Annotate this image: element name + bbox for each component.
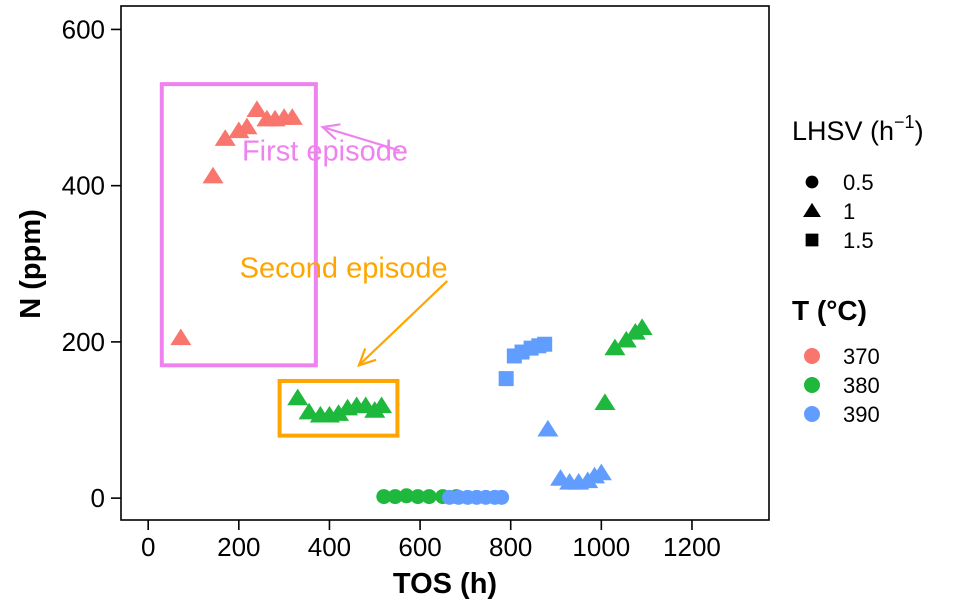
- legend-lhsv-title: LHSV (h−1): [792, 112, 924, 146]
- x-axis-title: TOS (h): [393, 568, 497, 600]
- data-point: [328, 404, 350, 421]
- x-axis: 0 200 400 600 800 1000 1200: [141, 520, 721, 562]
- data-point: [387, 489, 403, 505]
- data-point: [287, 388, 309, 406]
- legend-lhsv: LHSV (h−1) 0.5 1 1.5: [792, 112, 924, 253]
- legend-lhsv-title-text: LHSV (h: [792, 116, 894, 146]
- x-tick-label: 200: [217, 532, 260, 562]
- data-point: [494, 489, 510, 505]
- data-point: [594, 393, 616, 410]
- data-point: [421, 489, 437, 505]
- y-axis-title: N (ppm): [15, 209, 47, 319]
- legend-temperature-label: 390: [843, 402, 880, 427]
- legend-lhsv-label: 1.5: [843, 228, 874, 253]
- annotation-label: Second episode: [240, 253, 448, 285]
- annotation-arrowhead: [357, 348, 377, 368]
- annotation-label: First episode: [242, 136, 408, 168]
- data-point: [214, 129, 236, 146]
- y-tick-label: 400: [62, 171, 105, 201]
- data-point: [236, 117, 258, 135]
- legend-temperature-label: 370: [843, 344, 880, 369]
- annotations: First episode Second episode: [159, 82, 449, 438]
- x-tick-label: 600: [398, 532, 441, 562]
- y-tick-label: 600: [62, 14, 105, 44]
- y-tick-label: 200: [62, 327, 105, 357]
- legend-lhsv-title-sup: −1: [894, 112, 915, 132]
- legend-temperature: T (°C) 370 380 390: [792, 295, 880, 427]
- data-point: [537, 336, 553, 352]
- data-point: [537, 419, 559, 437]
- annotation-arrowhead: [320, 123, 341, 141]
- x-tick-label: 400: [308, 532, 351, 562]
- legend-lhsv-key: [803, 202, 821, 218]
- legend-temperature-title: T (°C): [792, 295, 867, 326]
- data-point: [604, 338, 626, 356]
- legend-temperature-key: [804, 377, 820, 393]
- legend-lhsv-label: 1: [843, 199, 855, 224]
- legend-temperature-key: [804, 348, 820, 364]
- annotation-arrow: [322, 126, 401, 152]
- data-point: [631, 318, 653, 335]
- data-point: [371, 396, 393, 414]
- data-point: [246, 100, 268, 118]
- data-points: [170, 100, 653, 505]
- legend-lhsv-title-end: ): [915, 116, 924, 146]
- annotation-box: [277, 378, 400, 438]
- data-point: [202, 166, 224, 184]
- data-point: [281, 108, 303, 125]
- y-tick-label: 0: [91, 483, 105, 513]
- x-tick-label: 0: [141, 532, 155, 562]
- data-point: [298, 402, 320, 420]
- data-point: [498, 371, 514, 387]
- legend-temperature-key: [804, 406, 820, 422]
- data-point: [398, 488, 414, 504]
- data-point: [590, 463, 612, 481]
- legend-lhsv-key: [805, 175, 819, 189]
- annotation-arrow: [358, 280, 449, 367]
- data-point: [410, 489, 426, 505]
- annotation-box: [159, 82, 318, 368]
- x-tick-label: 1000: [572, 532, 630, 562]
- legend-temperature-label: 380: [843, 373, 880, 398]
- x-tick-label: 1200: [663, 532, 721, 562]
- plot-panel: [120, 5, 770, 521]
- legend-lhsv-key: [805, 233, 819, 247]
- data-point: [170, 328, 192, 346]
- y-axis: 0 200 400 600: [62, 14, 121, 513]
- x-tick-label: 800: [489, 532, 532, 562]
- legend-lhsv-label: 0.5: [843, 170, 874, 195]
- data-point: [376, 489, 392, 505]
